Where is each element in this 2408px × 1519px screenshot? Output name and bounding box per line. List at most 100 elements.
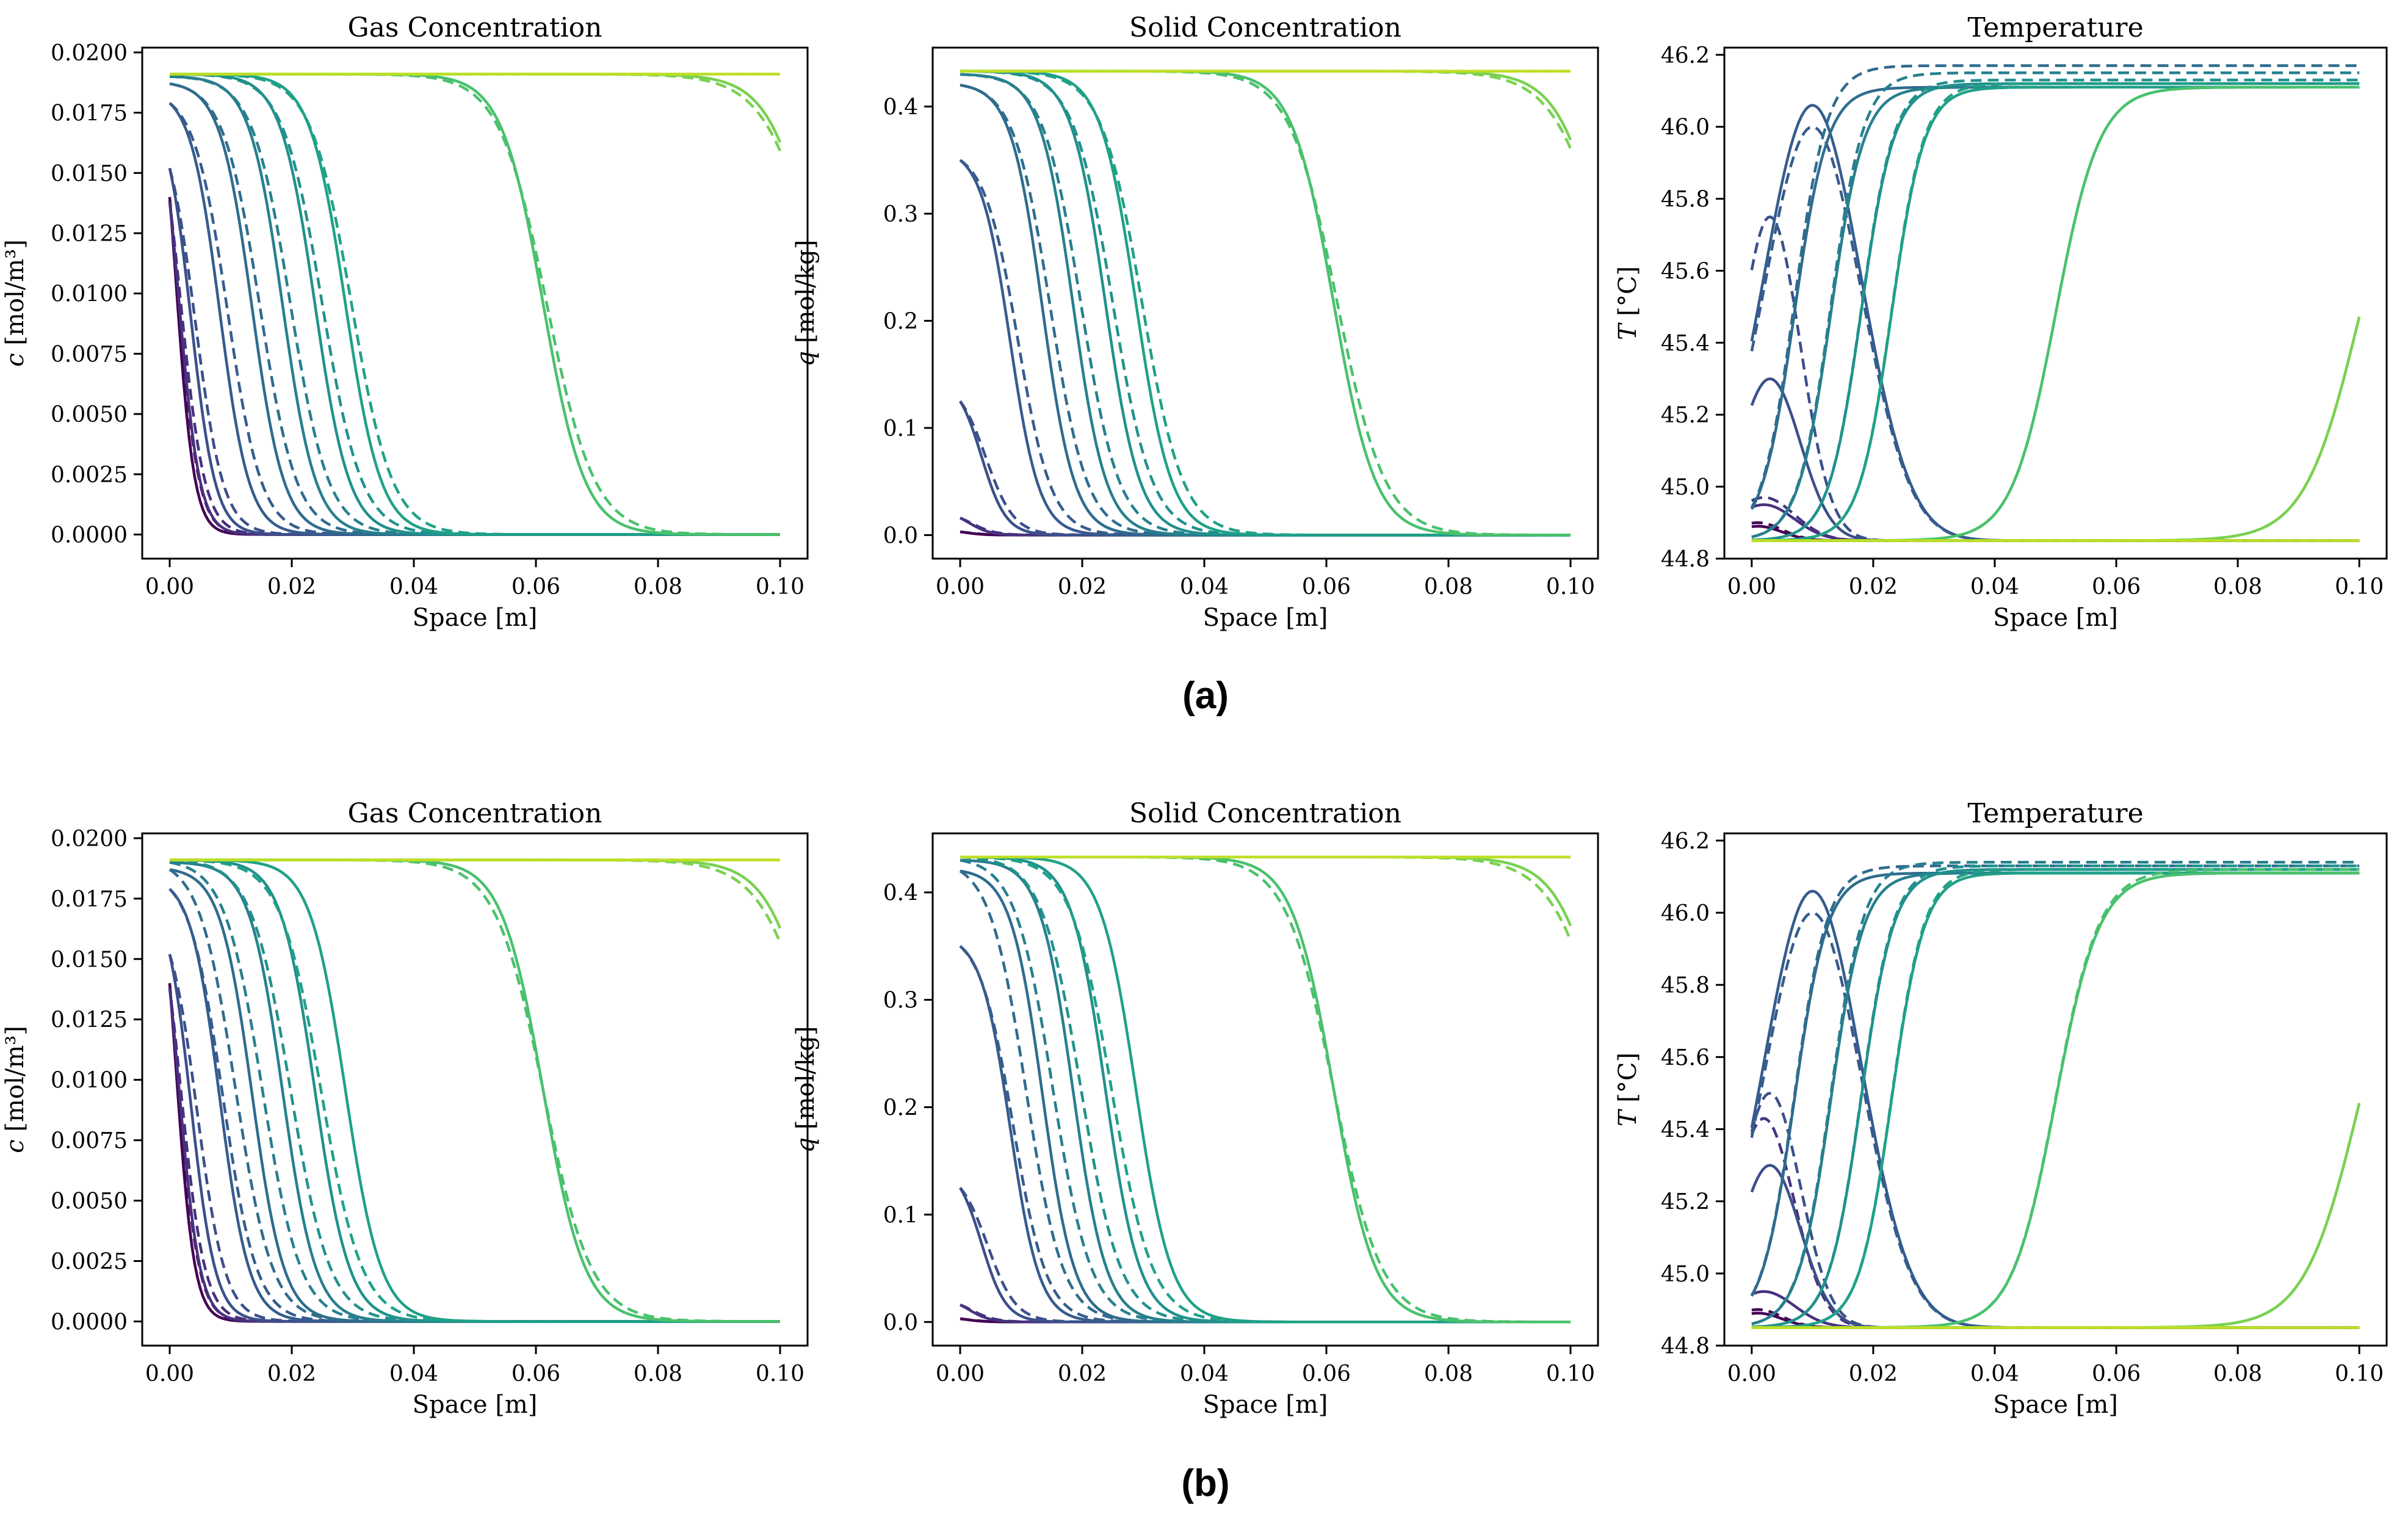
panel-a-gas: Gas Concentration 0.00 0.02 0.04 0.06 0.08 0.1… — [1, 12, 809, 632]
x-tick-label: 0.02 — [1058, 575, 1107, 600]
y-tick-label: 0.0050 — [51, 402, 128, 427]
plot-frame — [931, 46, 1599, 560]
y-axis-variable: T — [1614, 322, 1642, 340]
y-tick-label: 0.0025 — [51, 463, 128, 488]
y-axis-label: q [mol/kg] — [792, 1026, 820, 1153]
series-line-t7-solid — [169, 73, 780, 536]
series-line-t10-solid — [960, 855, 1572, 927]
series-line-t6-solid — [960, 73, 1571, 537]
panel-b-temp: Temperature 0.00 0.02 0.04 0.06 0.08 0.10 44.8 4… — [1614, 798, 2388, 1419]
series-line-t3-solid — [168, 954, 780, 1323]
x-tick-label: 0.08 — [634, 1361, 682, 1387]
series-line-t3-dashed — [1750, 216, 2360, 542]
series-group — [168, 858, 782, 1323]
series-line-t3-dashed — [168, 167, 780, 536]
series-line-t5-dashed — [169, 82, 780, 536]
series-line-t5-solid — [960, 869, 1571, 1324]
series-line-t3-solid — [168, 167, 780, 536]
series-line-t5-dashed — [960, 84, 1571, 537]
panel-title: Temperature — [1967, 798, 2143, 829]
series-line-t4-solid — [959, 945, 1571, 1324]
x-tick-label: 0.08 — [1424, 575, 1473, 600]
series-line-t10-dashed — [960, 855, 1572, 941]
x-tick-label: 0.02 — [1849, 1361, 1898, 1387]
series-line-t8-solid — [960, 70, 1571, 537]
y-axis-variable: T — [1614, 1108, 1642, 1126]
series-line-t5-solid — [1750, 871, 2360, 1297]
series-line-t4-solid — [959, 159, 1571, 537]
x-tick-label: 0.06 — [2092, 1361, 2141, 1387]
x-tick-label: 0.02 — [1058, 1361, 1107, 1387]
y-axis-unit: [mol/kg] — [792, 1026, 820, 1137]
panel-a-solid: Solid Concentration 0.00 0.02 0.04 0.06 0.08 0… — [792, 12, 1599, 632]
x-tick-label: 0.08 — [2213, 575, 2262, 600]
x-tick-label: 0.04 — [1970, 1361, 2019, 1387]
y-tick-label: 0.0050 — [51, 1189, 128, 1214]
series-line-t4-dashed — [168, 102, 780, 536]
x-axis-label: Space [m] — [413, 604, 538, 632]
y-tick-label: 0.1 — [883, 416, 918, 441]
series-line-t4-dashed — [959, 159, 1571, 537]
x-tick-label: 0.06 — [1302, 1361, 1351, 1387]
y-tick-label: 45.4 — [1661, 1117, 1710, 1142]
series-line-t9-dashed — [170, 858, 780, 1323]
y-axis-label: T [°C] — [1614, 266, 1642, 340]
series-line-t10-solid — [170, 73, 782, 143]
y-tick-label: 45.6 — [1661, 259, 1710, 284]
x-tick-label: 0.08 — [1424, 1361, 1473, 1387]
y-axis-variable: c — [1, 1139, 29, 1153]
x-tick-label: 0.02 — [267, 1361, 316, 1387]
x-tick-label: 0.04 — [1180, 575, 1229, 600]
series-line-t5-solid — [1750, 85, 2360, 510]
series-line-t9-solid — [1751, 85, 2360, 542]
x-axis-label: Space [m] — [1203, 1391, 1328, 1419]
x-tick-label: 0.00 — [936, 1361, 985, 1387]
y-axis-variable: q — [792, 1137, 820, 1153]
plot-frame — [141, 832, 809, 1347]
plot-frame — [141, 46, 809, 560]
x-tick-label: 0.06 — [2092, 575, 2141, 600]
y-tick-label: 45.8 — [1661, 187, 1710, 212]
caption-b: (b) — [1181, 1462, 1229, 1504]
series-line-t7-solid — [960, 70, 1571, 537]
series-line-t4-solid — [1750, 104, 2360, 542]
series-line-t2-dashed — [960, 1303, 1571, 1324]
series-line-t4-dashed — [168, 888, 780, 1323]
series-line-t6-dashed — [169, 861, 780, 1323]
y-axis-unit: [°C] — [1614, 1053, 1642, 1111]
series-line-t10-dashed — [170, 73, 782, 152]
series-line-t5-dashed — [168, 868, 780, 1323]
y-tick-label: 0.0200 — [51, 827, 128, 852]
series-group — [959, 855, 1572, 1324]
series-line-t7-dashed — [1751, 78, 2360, 542]
y-axis-variable: c — [1, 353, 29, 366]
y-tick-label: 0.0175 — [51, 887, 128, 912]
panel-a-temp: Temperature 0.00 0.02 0.04 0.06 0.08 0.10 44.8 4… — [1614, 12, 2388, 632]
y-axis-label: q [mol/kg] — [792, 240, 820, 367]
y-tick-label: 0.1 — [883, 1203, 918, 1228]
series-line-t3-dashed — [168, 954, 780, 1323]
series-line-t7-dashed — [1751, 864, 2360, 1329]
x-axis-label: Space [m] — [413, 1391, 538, 1419]
series-group — [1750, 64, 2361, 542]
x-tick-label: 0.00 — [1727, 575, 1776, 600]
y-axis-unit: [mol/m³] — [1, 1026, 29, 1139]
y-tick-label: 0.0150 — [51, 948, 128, 973]
series-line-t7-dashed — [169, 73, 780, 536]
x-tick-label: 0.08 — [2213, 1361, 2262, 1387]
plot-frame — [931, 832, 1599, 1347]
y-tick-label: 0.0000 — [51, 1310, 128, 1335]
y-tick-label: 0.0100 — [51, 282, 128, 307]
series-line-t6-solid — [169, 861, 780, 1323]
x-tick-label: 0.06 — [512, 1361, 560, 1387]
y-tick-label: 0.0 — [883, 1310, 918, 1335]
y-tick-label: 0.0150 — [51, 161, 128, 186]
series-group — [168, 73, 782, 536]
x-axis-label: Space [m] — [1993, 604, 2118, 632]
series-line-t2-solid — [1751, 503, 2360, 542]
y-tick-label: 0.0000 — [51, 523, 128, 548]
series-line-t6-dashed — [1751, 861, 2360, 1325]
y-tick-label: 44.8 — [1661, 547, 1710, 572]
y-tick-label: 0.3 — [883, 988, 918, 1013]
x-tick-label: 0.00 — [1727, 1361, 1776, 1387]
